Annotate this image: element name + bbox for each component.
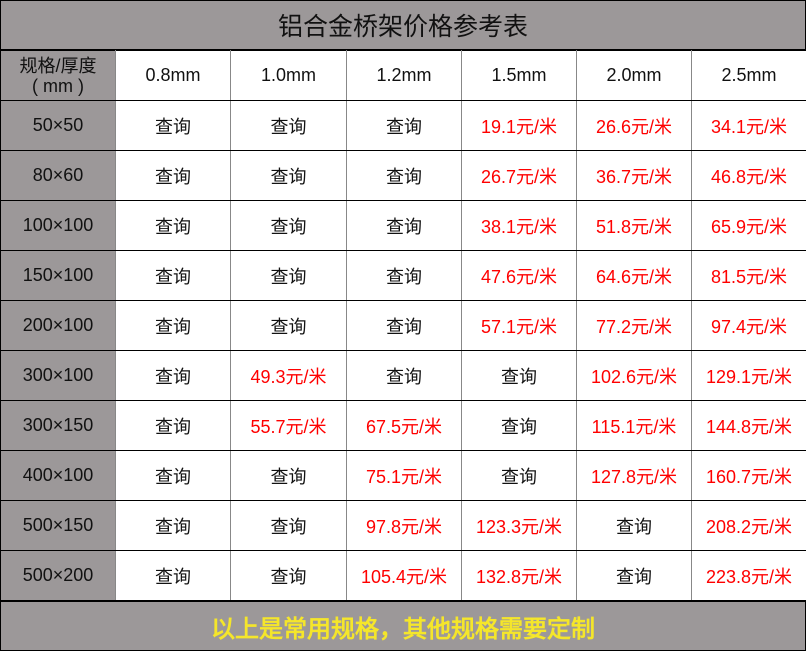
price-cell: 97.4元/米 — [692, 301, 806, 351]
price-cell: 160.7元/米 — [692, 451, 806, 501]
inquire-cell: 查询 — [231, 451, 347, 501]
price-cell: 223.8元/米 — [692, 551, 806, 601]
price-cell: 46.8元/米 — [692, 151, 806, 201]
price-cell: 51.8元/米 — [577, 201, 692, 251]
price-cell: 47.6元/米 — [462, 251, 577, 301]
corner-header: 规格/厚度( mm ) — [1, 51, 116, 101]
inquire-cell: 查询 — [116, 501, 231, 551]
inquire-cell: 查询 — [116, 351, 231, 401]
inquire-cell: 查询 — [231, 201, 347, 251]
inquire-cell: 查询 — [231, 101, 347, 151]
inquire-cell: 查询 — [347, 101, 462, 151]
spec-cell: 80×60 — [1, 151, 116, 201]
price-cell: 144.8元/米 — [692, 401, 806, 451]
spec-cell: 400×100 — [1, 451, 116, 501]
spec-cell: 200×100 — [1, 301, 116, 351]
spec-cell: 50×50 — [1, 101, 116, 151]
price-cell: 105.4元/米 — [347, 551, 462, 601]
price-cell: 67.5元/米 — [347, 401, 462, 451]
inquire-cell: 查询 — [347, 351, 462, 401]
inquire-cell: 查询 — [347, 301, 462, 351]
footer-note: 以上是常用规格，其他规格需要定制 — [0, 601, 806, 651]
price-cell: 102.6元/米 — [577, 351, 692, 401]
inquire-cell: 查询 — [577, 501, 692, 551]
inquire-cell: 查询 — [577, 551, 692, 601]
inquire-cell: 查询 — [347, 151, 462, 201]
inquire-cell: 查询 — [116, 551, 231, 601]
corner-label: 规格/厚度 — [1, 56, 115, 76]
price-cell: 115.1元/米 — [577, 401, 692, 451]
inquire-cell: 查询 — [347, 201, 462, 251]
inquire-cell: 查询 — [462, 451, 577, 501]
header-row: 规格/厚度( mm ) 0.8mm 1.0mm 1.2mm 1.5mm 2.0m… — [1, 51, 806, 101]
price-cell: 123.3元/米 — [462, 501, 577, 551]
price-cell: 26.7元/米 — [462, 151, 577, 201]
spec-cell: 300×150 — [1, 401, 116, 451]
price-cell: 208.2元/米 — [692, 501, 806, 551]
inquire-cell: 查询 — [116, 451, 231, 501]
price-cell: 132.8元/米 — [462, 551, 577, 601]
inquire-cell: 查询 — [462, 351, 577, 401]
price-cell: 97.8元/米 — [347, 501, 462, 551]
thickness-header: 1.0mm — [231, 51, 347, 101]
spec-cell: 300×100 — [1, 351, 116, 401]
price-cell: 77.2元/米 — [577, 301, 692, 351]
corner-unit: ( mm ) — [1, 76, 115, 96]
price-cell: 65.9元/米 — [692, 201, 806, 251]
price-cell: 26.6元/米 — [577, 101, 692, 151]
price-cell: 127.8元/米 — [577, 451, 692, 501]
inquire-cell: 查询 — [116, 301, 231, 351]
thickness-header: 1.5mm — [462, 51, 577, 101]
inquire-cell: 查询 — [347, 251, 462, 301]
thickness-header: 1.2mm — [347, 51, 462, 101]
inquire-cell: 查询 — [116, 201, 231, 251]
inquire-cell: 查询 — [462, 401, 577, 451]
price-cell: 36.7元/米 — [577, 151, 692, 201]
price-cell: 38.1元/米 — [462, 201, 577, 251]
inquire-cell: 查询 — [116, 401, 231, 451]
price-cell: 129.1元/米 — [692, 351, 806, 401]
inquire-cell: 查询 — [116, 151, 231, 201]
inquire-cell: 查询 — [231, 151, 347, 201]
thickness-header: 2.0mm — [577, 51, 692, 101]
thickness-header: 0.8mm — [116, 51, 231, 101]
page-title: 铝合金桥架价格参考表 — [0, 0, 806, 50]
price-cell: 49.3元/米 — [231, 351, 347, 401]
spec-cell: 500×150 — [1, 501, 116, 551]
inquire-cell: 查询 — [231, 251, 347, 301]
price-cell: 34.1元/米 — [692, 101, 806, 151]
price-cell: 75.1元/米 — [347, 451, 462, 501]
price-table: 规格/厚度( mm ) 0.8mm 1.0mm 1.2mm 1.5mm 2.0m… — [0, 50, 806, 601]
inquire-cell: 查询 — [116, 251, 231, 301]
spec-cell: 500×200 — [1, 551, 116, 601]
spec-cell: 150×100 — [1, 251, 116, 301]
price-cell: 55.7元/米 — [231, 401, 347, 451]
inquire-cell: 查询 — [231, 551, 347, 601]
inquire-cell: 查询 — [231, 301, 347, 351]
spec-cell: 100×100 — [1, 201, 116, 251]
price-cell: 64.6元/米 — [577, 251, 692, 301]
price-cell: 19.1元/米 — [462, 101, 577, 151]
inquire-cell: 查询 — [116, 101, 231, 151]
price-cell: 81.5元/米 — [692, 251, 806, 301]
inquire-cell: 查询 — [231, 501, 347, 551]
thickness-header: 2.5mm — [692, 51, 806, 101]
price-cell: 57.1元/米 — [462, 301, 577, 351]
